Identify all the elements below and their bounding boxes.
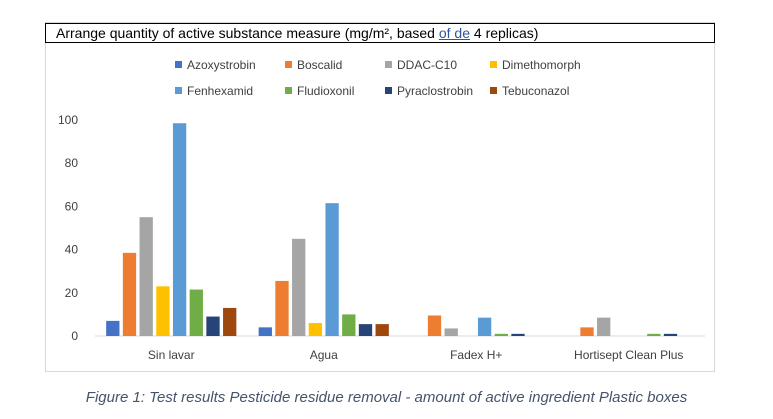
bar-azoxystrobin bbox=[258, 327, 272, 336]
legend-label: Boscalid bbox=[297, 58, 342, 72]
bar-pyraclostrobin bbox=[511, 333, 525, 336]
x-category-label: Sin lavar bbox=[148, 348, 195, 362]
legend-label: Fenhexamid bbox=[187, 84, 253, 98]
bar-tebuconazol bbox=[223, 307, 237, 336]
bar-boscalid bbox=[275, 280, 289, 336]
chart-title-part-2: of de bbox=[438, 25, 470, 41]
bar-ddac-c10 bbox=[139, 217, 153, 336]
legend-label: DDAC-C10 bbox=[397, 58, 457, 72]
bar-ddac-c10 bbox=[597, 317, 611, 336]
bar-pyraclostrobin bbox=[206, 316, 220, 336]
bar-ddac-c10 bbox=[292, 238, 306, 336]
bar-ddac-c10 bbox=[444, 328, 458, 336]
chart-title-part-1: Arrange quantity of active substance mea… bbox=[56, 25, 439, 41]
figure-caption: Figure 1: Test results Pesticide residue… bbox=[85, 389, 688, 406]
bar-dimethomorph bbox=[156, 286, 170, 336]
bar-fenhexamid bbox=[477, 317, 492, 336]
y-tick-label: 0 bbox=[71, 329, 78, 343]
legend-label: Fludioxonil bbox=[297, 84, 354, 98]
bar-fenhexamid bbox=[325, 203, 339, 336]
bar-fludioxonil bbox=[189, 289, 203, 336]
y-tick-label: 40 bbox=[65, 243, 79, 257]
y-tick-label: 100 bbox=[58, 113, 78, 127]
legend-label: Dimethomorph bbox=[502, 58, 581, 72]
bar-azoxystrobin bbox=[106, 320, 120, 336]
bar-pyraclostrobin bbox=[663, 333, 678, 336]
bar-dimethomorph bbox=[308, 323, 323, 336]
y-tick-label: 60 bbox=[65, 199, 79, 213]
y-tick-label: 80 bbox=[65, 156, 79, 170]
legend-swatch bbox=[175, 61, 182, 68]
legend-swatch bbox=[490, 87, 497, 94]
legend-swatch bbox=[490, 61, 497, 68]
legend-swatch bbox=[175, 87, 182, 94]
y-tick-label: 20 bbox=[65, 286, 79, 300]
legend-swatch bbox=[285, 61, 292, 68]
chart-title: Arrange quantity of active substance mea… bbox=[45, 23, 715, 43]
bar-fenhexamid bbox=[172, 123, 187, 337]
legend-label: Azoxystrobin bbox=[187, 58, 256, 72]
x-category-label: Agua bbox=[310, 348, 338, 362]
legend-label: Tebuconazol bbox=[502, 84, 569, 98]
chart-title-part-3: 4 replicas) bbox=[470, 25, 539, 41]
legend-label: Pyraclostrobin bbox=[397, 84, 473, 98]
bar-fludioxonil bbox=[647, 333, 661, 336]
bar-boscalid bbox=[580, 327, 594, 336]
bar-boscalid bbox=[122, 252, 137, 336]
bar-fludioxonil bbox=[342, 314, 356, 336]
bar-boscalid bbox=[427, 315, 442, 336]
legend-swatch bbox=[385, 61, 392, 68]
bar-tebuconazol bbox=[375, 324, 389, 336]
legend-swatch bbox=[385, 87, 392, 94]
x-category-label: Hortisept Clean Plus bbox=[574, 348, 683, 362]
x-category-label: Fadex H+ bbox=[450, 348, 502, 362]
legend-swatch bbox=[285, 87, 292, 94]
bar-pyraclostrobin bbox=[358, 324, 373, 336]
bar-fludioxonil bbox=[494, 333, 508, 336]
